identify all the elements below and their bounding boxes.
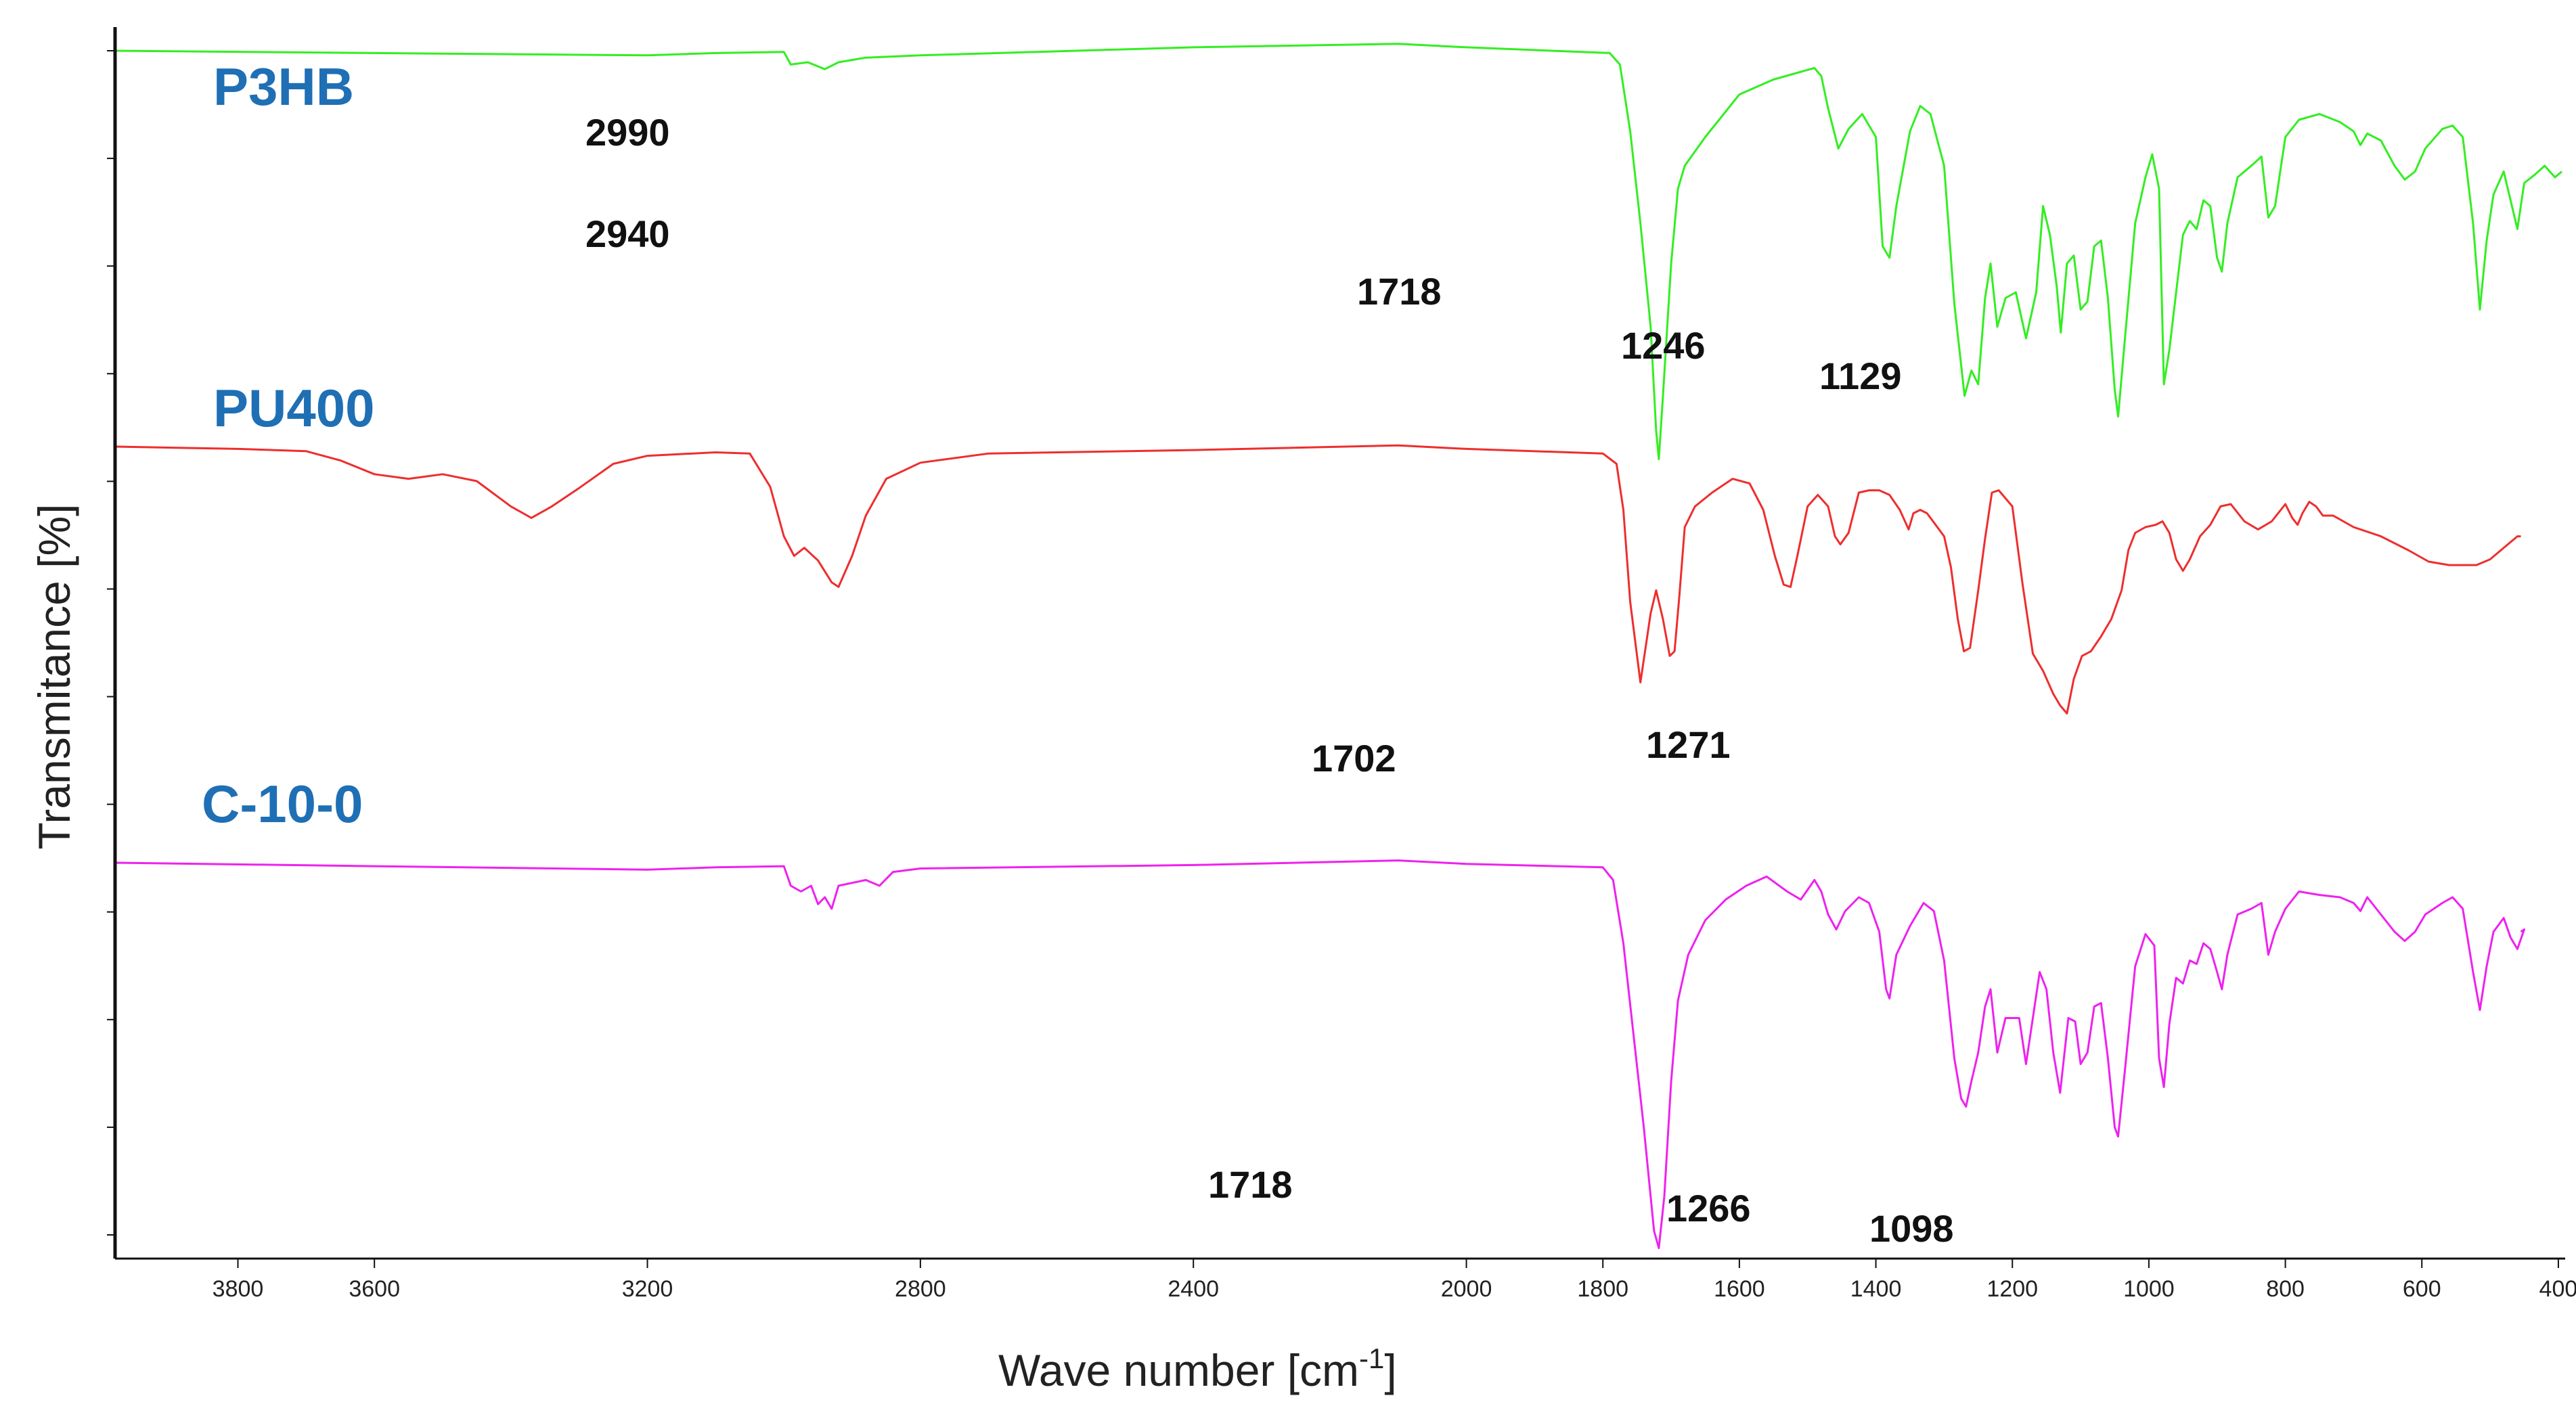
x-ticks: 3800 3600 3200 2800 2400 2000 1800 1600 1400 1200…: [213, 1259, 2576, 1302]
y-axis-title: Transmitance [%]: [29, 503, 79, 849]
spectrum-line-c-10-0: [114, 859, 2525, 1249]
x-tick-label-2800: 2800: [895, 1276, 946, 1302]
spectra-group: [114, 43, 2562, 1249]
x-tick-label-1000: 1000: [2123, 1276, 2175, 1302]
x-tick-label-1200: 1200: [1986, 1276, 2038, 1302]
peak-label-2990: 2990: [585, 111, 670, 154]
x-tick-label-2400: 2400: [1168, 1276, 1219, 1302]
peak-label-1718-p3hb: 1718: [1357, 270, 1442, 313]
spectrum-line-p3hb: [114, 43, 2562, 460]
x-tick-label-600: 600: [2403, 1276, 2441, 1302]
peak-label-2940: 2940: [585, 212, 670, 255]
peak-label-1266: 1266: [1666, 1187, 1751, 1229]
labels-group: P3HB PU400 C-10-0 2990 2940 1718 1246 11…: [29, 57, 1954, 1395]
peak-label-1702: 1702: [1312, 737, 1396, 780]
series-label-p3hb: P3HB: [213, 57, 354, 116]
x-axis-title-sup: -1: [1359, 1342, 1384, 1374]
axes-group: 3800 3600 3200 2800 2400 2000 1800 1600 1400 1200…: [107, 27, 2576, 1302]
x-tick-label-2000: 2000: [1441, 1276, 1492, 1302]
peak-label-1718-c100: 1718: [1208, 1163, 1293, 1206]
peak-label-1246: 1246: [1621, 324, 1706, 367]
peak-label-1098: 1098: [1869, 1207, 1954, 1250]
x-tick-label-800: 800: [2266, 1276, 2305, 1302]
x-tick-label-1400: 1400: [1850, 1276, 1902, 1302]
x-tick-label-3600: 3600: [349, 1276, 400, 1302]
peak-label-1129: 1129: [1819, 355, 1902, 397]
x-axis-title-main: Wave number [cm: [998, 1345, 1359, 1395]
series-label-pu400: PU400: [213, 378, 375, 438]
x-tick-label-400: 400: [2539, 1276, 2576, 1302]
series-label-c100: C-10-0: [202, 774, 363, 834]
x-tick-label-3800: 3800: [213, 1276, 264, 1302]
spectrum-line-pu400: [114, 444, 2521, 715]
peak-label-1271: 1271: [1646, 723, 1731, 766]
x-axis-title: Wave number [cm-1]: [998, 1342, 1397, 1395]
x-axis-title-end: ]: [1384, 1345, 1396, 1395]
x-tick-label-1600: 1600: [1714, 1276, 1765, 1302]
y-ticks: [107, 50, 115, 1236]
x-tick-label-3200: 3200: [622, 1276, 673, 1302]
x-tick-label-1800: 1800: [1577, 1276, 1628, 1302]
